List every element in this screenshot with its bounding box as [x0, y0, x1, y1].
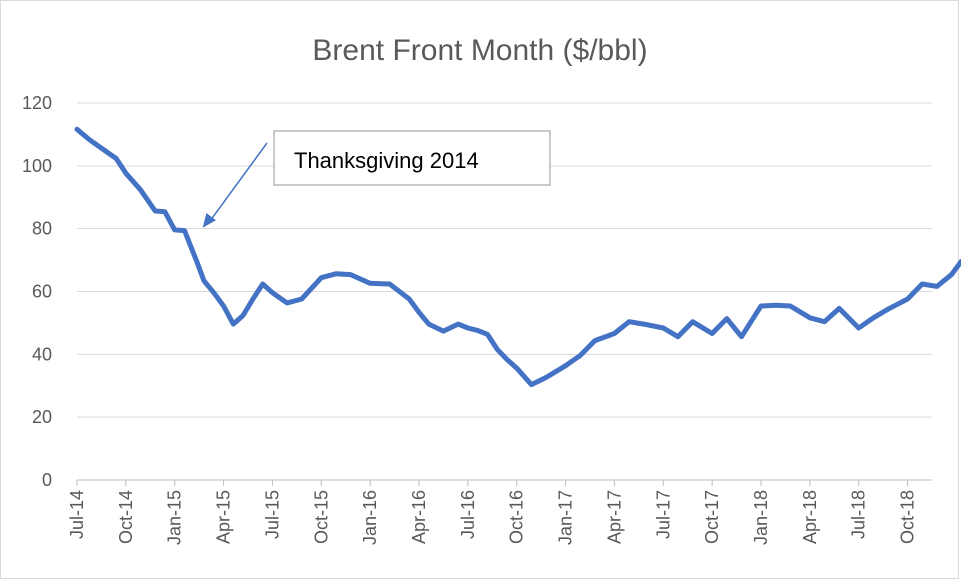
x-tick-label: Oct-17: [702, 490, 722, 544]
y-tick-label: 60: [32, 282, 52, 302]
x-tick-label: Apr-18: [800, 490, 820, 544]
annotation-box: [273, 130, 551, 186]
y-tick-label: 80: [32, 219, 52, 239]
gridlines: [77, 102, 932, 481]
y-tick-label: 120: [22, 93, 52, 113]
x-tick-label: Oct-15: [311, 490, 331, 544]
x-tick-label: Jan-15: [165, 490, 185, 545]
x-tick-label: Jul-14: [67, 490, 87, 539]
y-tick-label: 20: [32, 407, 52, 427]
y-tick-labels: 0 20 40 60 80 100 120: [22, 93, 52, 490]
x-tick-label: Oct-16: [507, 490, 527, 544]
x-tick-label: Oct-14: [116, 490, 136, 544]
x-tick-labels: Jul-14 Oct-14 Jan-15 Apr-15 Jul-15 Oct-15 Jan-…: [67, 480, 918, 545]
x-tick-label: Apr-16: [409, 490, 429, 544]
x-tick-label: Jan-18: [751, 490, 771, 545]
x-tick-label: Oct-18: [898, 490, 918, 544]
x-tick-label: Apr-15: [214, 490, 234, 544]
x-tick-label: Jul-16: [458, 490, 478, 539]
x-tick-label: Apr-17: [604, 490, 624, 544]
x-tick-label: Jul-17: [653, 490, 673, 539]
annotation-arrowhead: [202, 213, 216, 228]
annotation-arrow: [208, 142, 268, 224]
chart-title: Brent Front Month ($/bbl): [312, 34, 647, 67]
annotation-label: Thanksgiving 2014: [294, 148, 479, 173]
annotation: Thanksgiving 2014: [202, 130, 551, 228]
series-line-brent: [74, 126, 961, 388]
y-tick-label: 0: [42, 470, 52, 490]
x-tick-label: Jul-18: [849, 490, 869, 539]
x-tick-label: Jan-17: [556, 490, 576, 545]
y-tick-label: 100: [22, 156, 52, 176]
x-tick-label: Jul-15: [262, 490, 282, 539]
x-tick-label: Jan-16: [360, 490, 380, 545]
y-tick-label: 40: [32, 344, 52, 364]
